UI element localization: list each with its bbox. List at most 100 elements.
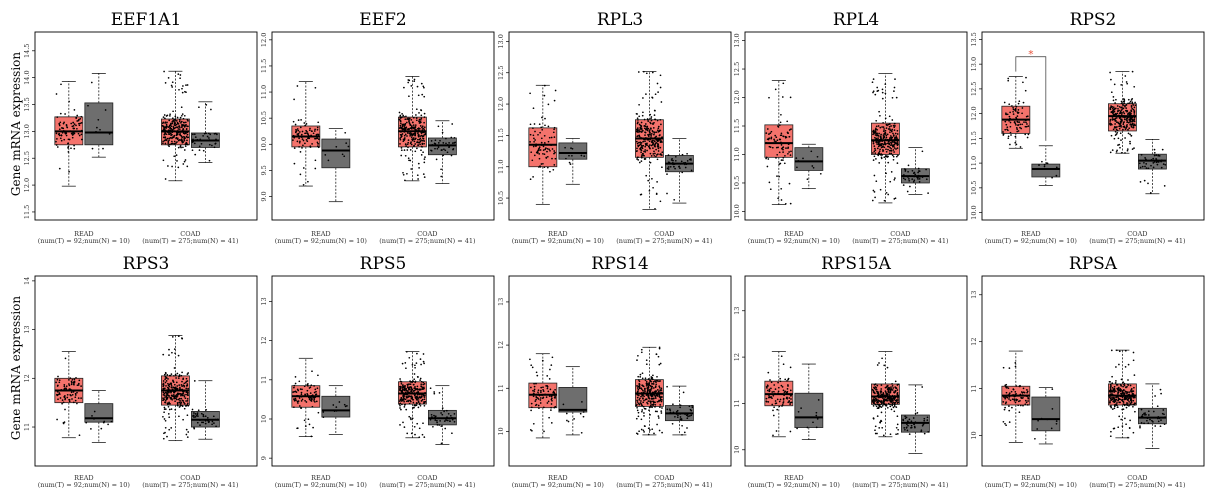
data-point bbox=[422, 151, 424, 154]
data-point bbox=[780, 159, 783, 161]
data-point bbox=[186, 402, 189, 405]
data-point bbox=[778, 400, 781, 403]
data-point bbox=[168, 401, 170, 404]
data-point bbox=[893, 90, 895, 92]
data-point bbox=[170, 408, 173, 410]
data-point bbox=[169, 131, 171, 133]
data-point bbox=[636, 391, 639, 393]
data-point bbox=[170, 383, 173, 386]
data-point bbox=[770, 136, 773, 139]
data-point bbox=[1131, 70, 1134, 73]
box-coad-tumor bbox=[397, 350, 427, 439]
data-point bbox=[406, 135, 408, 137]
data-point bbox=[184, 143, 187, 145]
data-point bbox=[907, 421, 910, 424]
data-point bbox=[445, 142, 447, 145]
data-point bbox=[176, 133, 178, 136]
data-point bbox=[529, 178, 532, 181]
data-point bbox=[172, 110, 174, 113]
data-point bbox=[1130, 110, 1133, 113]
data-point bbox=[162, 397, 164, 399]
data-point bbox=[296, 388, 299, 391]
box-coad-tumor bbox=[160, 335, 190, 442]
data-point bbox=[532, 395, 535, 398]
data-point bbox=[400, 116, 403, 119]
data-point bbox=[1130, 400, 1133, 403]
data-point bbox=[56, 385, 59, 387]
data-point bbox=[64, 408, 66, 411]
data-point bbox=[416, 127, 419, 130]
data-point bbox=[908, 433, 911, 435]
y-axis-label-row2: Gene mRNA expression bbox=[9, 296, 23, 440]
data-point bbox=[399, 385, 402, 388]
data-point bbox=[1134, 101, 1136, 104]
data-point bbox=[165, 123, 168, 126]
data-point bbox=[779, 393, 782, 395]
data-point bbox=[179, 134, 182, 137]
data-point bbox=[649, 391, 651, 394]
data-point bbox=[207, 419, 209, 422]
data-point bbox=[405, 395, 408, 398]
data-point bbox=[208, 159, 211, 162]
data-point bbox=[890, 130, 893, 133]
data-point bbox=[895, 400, 898, 403]
plot-frame bbox=[981, 275, 1205, 467]
data-point bbox=[650, 155, 653, 157]
data-point bbox=[1114, 125, 1116, 128]
data-point bbox=[415, 362, 418, 364]
box-coad-tumor bbox=[397, 76, 427, 182]
box-body bbox=[1138, 407, 1167, 425]
y-tick-label: 12.5 bbox=[970, 82, 978, 96]
data-point bbox=[1111, 117, 1114, 119]
data-point bbox=[1146, 417, 1149, 420]
data-point bbox=[450, 154, 453, 157]
data-point bbox=[401, 133, 404, 135]
box-coad-tumor bbox=[871, 73, 900, 204]
data-point bbox=[648, 389, 651, 391]
data-point bbox=[59, 112, 62, 115]
data-point bbox=[654, 136, 657, 139]
data-point bbox=[649, 392, 652, 395]
data-point bbox=[1127, 128, 1129, 131]
data-point bbox=[420, 132, 423, 134]
data-point bbox=[679, 167, 681, 169]
x-group-label: COAD bbox=[180, 474, 200, 482]
data-point bbox=[423, 134, 426, 136]
data-point bbox=[890, 171, 893, 173]
data-point bbox=[1121, 425, 1124, 427]
data-point bbox=[167, 140, 170, 143]
data-point bbox=[452, 147, 455, 150]
data-point bbox=[410, 143, 413, 146]
data-point bbox=[876, 90, 879, 92]
data-point bbox=[402, 384, 404, 386]
data-point bbox=[414, 393, 416, 396]
data-point bbox=[650, 137, 653, 140]
data-point bbox=[1122, 103, 1124, 106]
data-point bbox=[308, 423, 311, 426]
data-point bbox=[688, 415, 691, 417]
data-point bbox=[423, 95, 426, 98]
data-point bbox=[74, 399, 77, 402]
data-point bbox=[73, 123, 76, 125]
data-point bbox=[216, 133, 218, 136]
data-point bbox=[405, 400, 408, 403]
data-point bbox=[1016, 128, 1019, 131]
data-point bbox=[871, 199, 874, 202]
box-read-normal bbox=[558, 138, 588, 185]
data-point bbox=[293, 98, 295, 101]
data-point bbox=[644, 390, 646, 393]
data-point bbox=[667, 166, 670, 168]
data-point bbox=[768, 388, 771, 391]
data-point bbox=[777, 197, 779, 200]
data-point bbox=[1145, 163, 1148, 165]
data-point bbox=[1121, 399, 1124, 402]
data-point bbox=[73, 127, 76, 130]
data-point bbox=[768, 395, 770, 397]
data-point bbox=[915, 175, 918, 178]
data-point bbox=[422, 388, 424, 390]
data-point bbox=[882, 392, 885, 394]
data-point bbox=[165, 395, 168, 398]
data-point bbox=[919, 175, 922, 178]
panel-title: EEF1A1 bbox=[111, 10, 182, 30]
data-point bbox=[170, 398, 172, 400]
